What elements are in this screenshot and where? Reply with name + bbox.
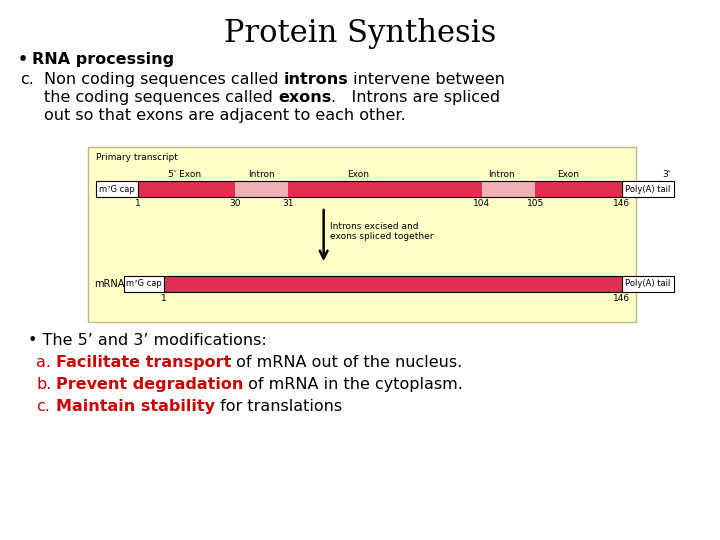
Text: mRNA: mRNA [94, 279, 125, 289]
Bar [96, 181, 138, 197]
Text: Protein Synthesis: Protein Synthesis [224, 18, 496, 49]
Text: Maintain stability: Maintain stability [56, 399, 215, 414]
Bar [138, 181, 622, 197]
Text: b.: b. [36, 377, 51, 392]
Bar [288, 181, 482, 197]
Text: Poly(A) tail: Poly(A) tail [625, 280, 671, 288]
Text: 1: 1 [135, 199, 141, 208]
Text: Prevent degradation: Prevent degradation [56, 377, 243, 392]
Bar [164, 276, 622, 292]
Text: m⁷G cap: m⁷G cap [126, 280, 162, 288]
Text: 105: 105 [526, 199, 544, 208]
Bar [164, 276, 622, 292]
Text: Exon: Exon [347, 170, 369, 179]
Text: • The 5’ and 3’ modifications:: • The 5’ and 3’ modifications: [28, 333, 266, 348]
Text: 3': 3' [662, 170, 670, 179]
Text: Facilitate transport: Facilitate transport [56, 355, 231, 370]
Text: a.: a. [36, 355, 51, 370]
Bar [622, 276, 674, 292]
Text: Primary transcript: Primary transcript [96, 153, 178, 162]
Text: the coding sequences called: the coding sequences called [44, 90, 278, 105]
Text: 30: 30 [229, 199, 240, 208]
Text: 146: 146 [613, 199, 631, 208]
Text: Intron: Intron [488, 170, 516, 179]
Bar [88, 147, 636, 322]
Text: introns: introns [284, 72, 348, 87]
Text: 1: 1 [161, 294, 167, 303]
Text: c.: c. [36, 399, 50, 414]
Text: Non coding sequences called: Non coding sequences called [44, 72, 284, 87]
Bar [124, 276, 164, 292]
Text: Intron: Intron [248, 170, 275, 179]
Text: Poly(A) tail: Poly(A) tail [625, 185, 671, 193]
Text: .   Introns are spliced: . Introns are spliced [331, 90, 500, 105]
Text: of mRNA in the cytoplasm.: of mRNA in the cytoplasm. [243, 377, 463, 392]
Text: 5' Exon: 5' Exon [168, 170, 202, 179]
Text: exons: exons [278, 90, 331, 105]
Text: 146: 146 [613, 294, 631, 303]
Text: RNA processing: RNA processing [32, 52, 174, 67]
Text: for translations: for translations [215, 399, 342, 414]
Bar [535, 181, 622, 197]
Text: out so that exons are adjacent to each other.: out so that exons are adjacent to each o… [44, 108, 406, 123]
Bar [235, 181, 288, 197]
Bar [482, 181, 535, 197]
Text: Exon: Exon [557, 170, 580, 179]
Text: intervene between: intervene between [348, 72, 505, 87]
Text: 104: 104 [473, 199, 490, 208]
Text: •: • [18, 52, 28, 67]
Text: Introns excised and
exons spliced together: Introns excised and exons spliced togeth… [330, 222, 433, 241]
Text: 31: 31 [282, 199, 294, 208]
Bar [622, 181, 674, 197]
Text: m⁷G cap: m⁷G cap [99, 185, 135, 193]
Text: c.: c. [20, 72, 34, 87]
Text: of mRNA out of the nucleus.: of mRNA out of the nucleus. [231, 355, 463, 370]
Bar [138, 181, 235, 197]
